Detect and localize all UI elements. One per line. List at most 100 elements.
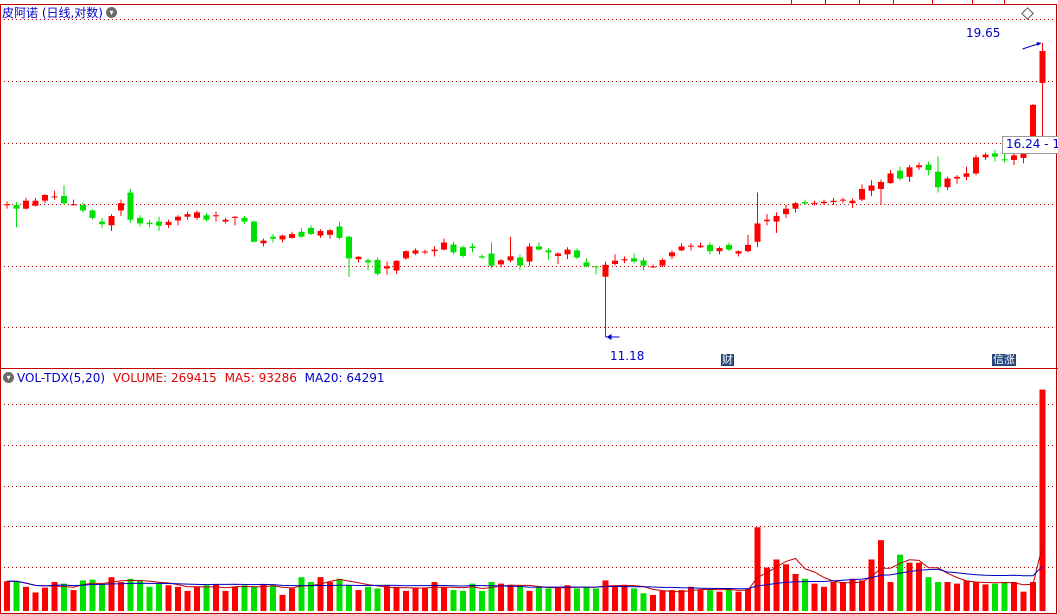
time-tick xyxy=(1004,0,1005,5)
volume-bar xyxy=(51,582,58,611)
volume-bar xyxy=(184,590,191,611)
candle-body xyxy=(536,246,542,250)
candle-body xyxy=(23,200,29,209)
volume-bar xyxy=(441,586,447,611)
volume-bar xyxy=(954,583,960,611)
candle-body xyxy=(925,164,932,171)
time-tick xyxy=(825,0,826,5)
candle-body xyxy=(4,204,10,206)
candle-body xyxy=(726,244,732,250)
candle-body xyxy=(222,219,229,222)
candle-body xyxy=(973,157,979,174)
candle-body xyxy=(621,259,628,261)
volume-bar xyxy=(973,582,979,611)
volume-bar xyxy=(887,582,894,611)
candle-body xyxy=(270,236,276,239)
volume-bar xyxy=(365,586,371,611)
volume-bar xyxy=(393,586,400,611)
volume-bar xyxy=(678,590,685,611)
candle-body xyxy=(821,201,827,204)
volume-bar xyxy=(23,586,29,611)
volume-bar xyxy=(213,584,219,611)
candle-body xyxy=(327,230,333,235)
volume-bar xyxy=(308,582,314,611)
ma20-value: MA20: 64291 xyxy=(304,371,385,385)
finance-tag[interactable]: 财 xyxy=(721,353,734,366)
candle-body xyxy=(232,216,238,218)
volume-bar xyxy=(165,585,172,611)
volume-bar xyxy=(745,588,751,611)
candle-body xyxy=(70,204,77,206)
candle-body xyxy=(99,221,105,225)
candle-body xyxy=(460,247,466,256)
volume-bar xyxy=(127,578,134,611)
volume-bar xyxy=(697,590,704,611)
volume-bar xyxy=(346,585,352,611)
volume-bar xyxy=(1011,582,1017,611)
candle-body xyxy=(89,210,96,218)
candle-body xyxy=(659,259,666,266)
volume-bar xyxy=(916,562,922,611)
candle-body xyxy=(878,182,884,189)
volume-bar xyxy=(574,588,580,611)
candle-body xyxy=(32,200,39,206)
candle-body xyxy=(156,221,162,226)
volume-bar xyxy=(935,582,941,611)
candle-body xyxy=(526,246,533,262)
candle-body xyxy=(517,257,523,266)
volume-bar xyxy=(716,591,723,611)
candle-body xyxy=(887,173,894,184)
volume-bar xyxy=(403,590,409,611)
volume-bar xyxy=(963,580,970,611)
candle-body xyxy=(564,249,571,255)
volume-bar xyxy=(811,583,818,611)
candle-body xyxy=(1020,150,1027,158)
candle-body xyxy=(108,215,115,226)
volume-bar xyxy=(992,583,998,611)
candle-body xyxy=(308,227,314,235)
volume-bar xyxy=(279,594,286,611)
candle-body xyxy=(1039,50,1046,83)
volume-bar xyxy=(1030,582,1036,611)
candle-body xyxy=(403,251,409,259)
candle-body xyxy=(697,245,704,248)
volume-bar xyxy=(99,584,105,611)
candle-body xyxy=(1030,104,1036,147)
candle-body xyxy=(773,215,780,222)
volume-bar xyxy=(621,585,628,611)
volume-bar xyxy=(412,588,419,611)
candle-body xyxy=(897,170,903,179)
candle-body xyxy=(127,192,134,220)
panel-menu-icon[interactable]: ▾ xyxy=(106,7,117,18)
candle-body xyxy=(944,178,951,188)
candle-body xyxy=(650,266,656,268)
volume-bar xyxy=(32,592,39,611)
volume-bar xyxy=(735,591,742,611)
volume-bar xyxy=(260,584,267,611)
volume-bar xyxy=(555,586,561,611)
volume-bars xyxy=(4,389,1046,611)
candle-body xyxy=(612,260,618,264)
volume-bar xyxy=(640,593,647,611)
candle-body xyxy=(602,264,609,277)
candle-body xyxy=(279,235,286,240)
candle-body xyxy=(498,260,504,265)
candle-body xyxy=(1011,155,1017,160)
volume-bar xyxy=(764,567,770,611)
volume-bar xyxy=(469,583,476,611)
candle-body xyxy=(859,188,865,200)
candle-body xyxy=(669,252,675,257)
volume-bar xyxy=(327,582,333,611)
hint-tag[interactable]: 信涨 xyxy=(992,353,1016,366)
volume-menu-icon[interactable]: ▾ xyxy=(3,372,14,383)
candle-body xyxy=(593,266,599,268)
candle-body xyxy=(640,260,647,266)
volume-bar xyxy=(849,578,856,611)
candle-body xyxy=(51,196,58,198)
candle-body xyxy=(688,245,694,247)
candle-body xyxy=(289,234,295,238)
candle-body xyxy=(745,244,751,252)
volume-bar xyxy=(61,583,67,611)
grid-lines xyxy=(0,19,1056,568)
